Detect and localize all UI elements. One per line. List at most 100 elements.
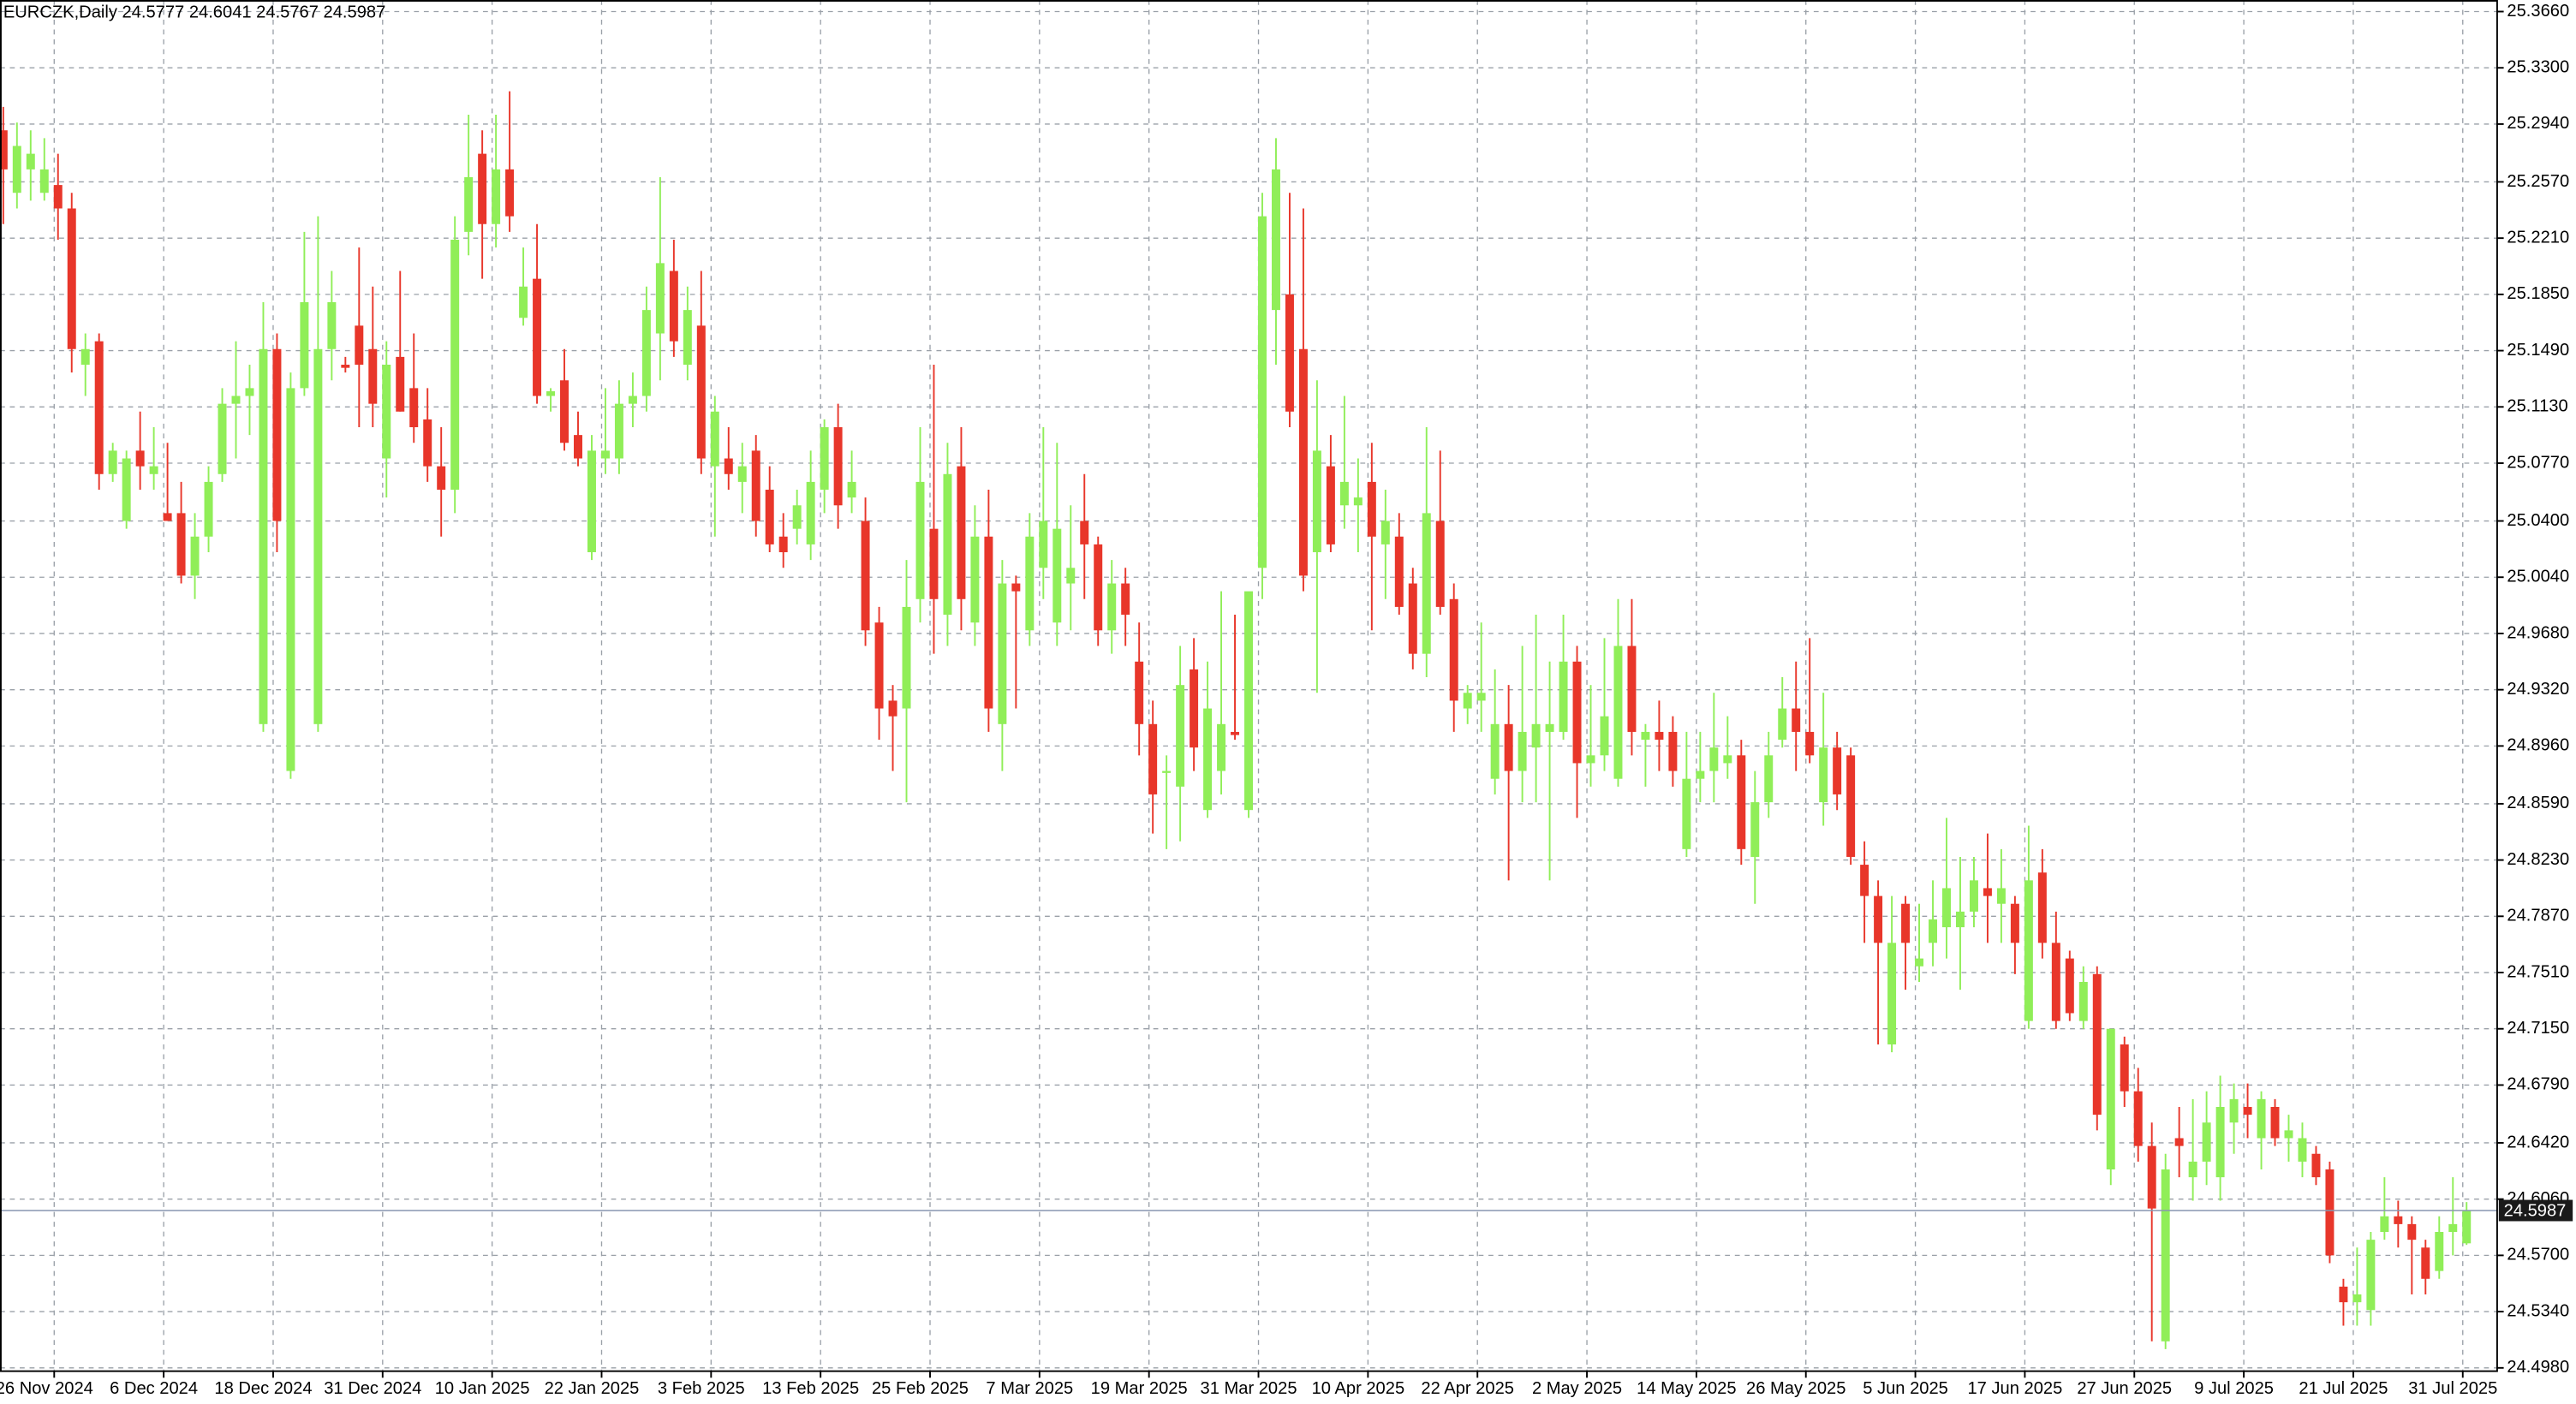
x-tick-label: 17 Jun 2025 bbox=[1967, 1379, 2062, 1398]
candle-body bbox=[1723, 755, 1732, 764]
y-tick-label: 25.3660 bbox=[2507, 2, 2569, 21]
candle-body bbox=[2270, 1106, 2280, 1139]
candle-body bbox=[2092, 973, 2102, 1115]
candle-body bbox=[710, 411, 719, 467]
x-tick-label: 9 Jul 2025 bbox=[2194, 1379, 2274, 1398]
candle-body bbox=[2366, 1240, 2376, 1311]
candle-body bbox=[67, 208, 76, 349]
candle-body bbox=[2133, 1091, 2143, 1146]
x-tick-label: 7 Mar 2025 bbox=[986, 1379, 1073, 1398]
candle-body bbox=[1655, 731, 1664, 741]
candle-body bbox=[2174, 1138, 2184, 1146]
candle-body bbox=[1217, 723, 1226, 771]
y-tick-label: 24.6790 bbox=[2507, 1075, 2569, 1094]
y-tick-label: 25.2570 bbox=[2507, 172, 2569, 191]
candle-body bbox=[1518, 731, 1527, 771]
candle-body bbox=[1190, 669, 1199, 748]
candle-body bbox=[286, 388, 295, 771]
candle-body bbox=[2352, 1294, 2362, 1303]
candle-body bbox=[313, 348, 323, 724]
candle-body bbox=[574, 435, 582, 459]
candle-body bbox=[1887, 943, 1897, 1044]
candle-body bbox=[1148, 723, 1158, 794]
candle-body bbox=[1176, 685, 1185, 787]
candle-body bbox=[1394, 536, 1404, 607]
x-tick-label: 31 Jul 2025 bbox=[2408, 1379, 2497, 1398]
x-tick-label: 22 Apr 2025 bbox=[1421, 1379, 1514, 1398]
candle-body bbox=[1955, 911, 1965, 928]
candle-body bbox=[751, 450, 760, 521]
candle-body bbox=[423, 419, 432, 467]
candle-body bbox=[1162, 770, 1172, 773]
candle-body bbox=[396, 356, 405, 412]
candle-body bbox=[1449, 598, 1458, 701]
candle-body bbox=[1367, 481, 1376, 537]
candle-body bbox=[259, 348, 268, 724]
candle-body bbox=[2188, 1161, 2197, 1178]
x-tick-label: 26 Nov 2024 bbox=[0, 1379, 93, 1398]
last-price-label: 24.5987 bbox=[2504, 1201, 2567, 1220]
candle-body bbox=[1559, 661, 1568, 732]
candle-body bbox=[724, 458, 733, 474]
candle-body bbox=[888, 700, 897, 717]
candle-body bbox=[998, 583, 1007, 724]
grid bbox=[0, 0, 2497, 1371]
candle-body bbox=[2161, 1169, 2170, 1342]
candle-body bbox=[1285, 294, 1294, 412]
candle-body bbox=[2380, 1216, 2389, 1233]
candle-body bbox=[696, 325, 706, 459]
candle-body bbox=[190, 536, 200, 576]
candle-body bbox=[149, 466, 158, 474]
candle-body bbox=[820, 427, 829, 491]
candle-body bbox=[943, 473, 952, 616]
candle-body bbox=[2243, 1106, 2252, 1115]
candle-body bbox=[1750, 802, 1760, 857]
candle-body bbox=[1996, 888, 2006, 904]
x-tick-label: 26 May 2025 bbox=[1746, 1379, 1846, 1398]
candle-body bbox=[1326, 466, 1335, 544]
x-tick-label: 25 Feb 2025 bbox=[872, 1379, 969, 1398]
candle-body bbox=[984, 536, 993, 709]
candle-body bbox=[2202, 1122, 2211, 1162]
candle-body bbox=[2448, 1223, 2458, 1233]
x-tick-label: 14 May 2025 bbox=[1637, 1379, 1736, 1398]
y-tick-label: 24.8230 bbox=[2507, 850, 2569, 869]
candle-body bbox=[108, 450, 117, 474]
candle-body bbox=[2394, 1216, 2403, 1224]
candle-body bbox=[437, 466, 446, 491]
candle-body bbox=[2024, 880, 2033, 1021]
candle-body bbox=[915, 481, 925, 599]
candle-body bbox=[492, 169, 501, 224]
candle-body bbox=[765, 490, 774, 544]
y-tick-label: 25.1850 bbox=[2507, 284, 2569, 303]
y-tick-label: 24.7150 bbox=[2507, 1019, 2569, 1038]
candle-body bbox=[1476, 693, 1486, 701]
candle-body bbox=[1312, 450, 1321, 553]
x-tick-label: 5 Jun 2025 bbox=[1863, 1379, 1948, 1398]
candle-body bbox=[1353, 497, 1363, 506]
candle-body bbox=[231, 396, 241, 404]
candle-body bbox=[778, 536, 788, 553]
candle-body bbox=[2037, 872, 2047, 943]
candle-body bbox=[80, 348, 90, 366]
candle-body bbox=[1778, 708, 1787, 741]
candles bbox=[0, 91, 2497, 1349]
x-tick-label: 22 Jan 2025 bbox=[545, 1379, 640, 1398]
candle-body bbox=[2407, 1223, 2417, 1240]
candle-body bbox=[1627, 645, 1637, 732]
plot-border bbox=[0, 0, 2498, 1372]
candle-body bbox=[1408, 583, 1417, 654]
candle-body bbox=[2051, 943, 2060, 1021]
candle-body bbox=[1641, 731, 1650, 741]
candle-body bbox=[1094, 544, 1103, 631]
candle-body bbox=[1531, 723, 1541, 748]
x-tick-label: 18 Dec 2024 bbox=[214, 1379, 312, 1398]
candle-body bbox=[341, 365, 350, 368]
candle-body bbox=[1011, 583, 1021, 592]
y-tick-label: 24.5700 bbox=[2507, 1246, 2569, 1264]
candle-body bbox=[368, 348, 378, 404]
x-tick-label: 13 Feb 2025 bbox=[762, 1379, 859, 1398]
